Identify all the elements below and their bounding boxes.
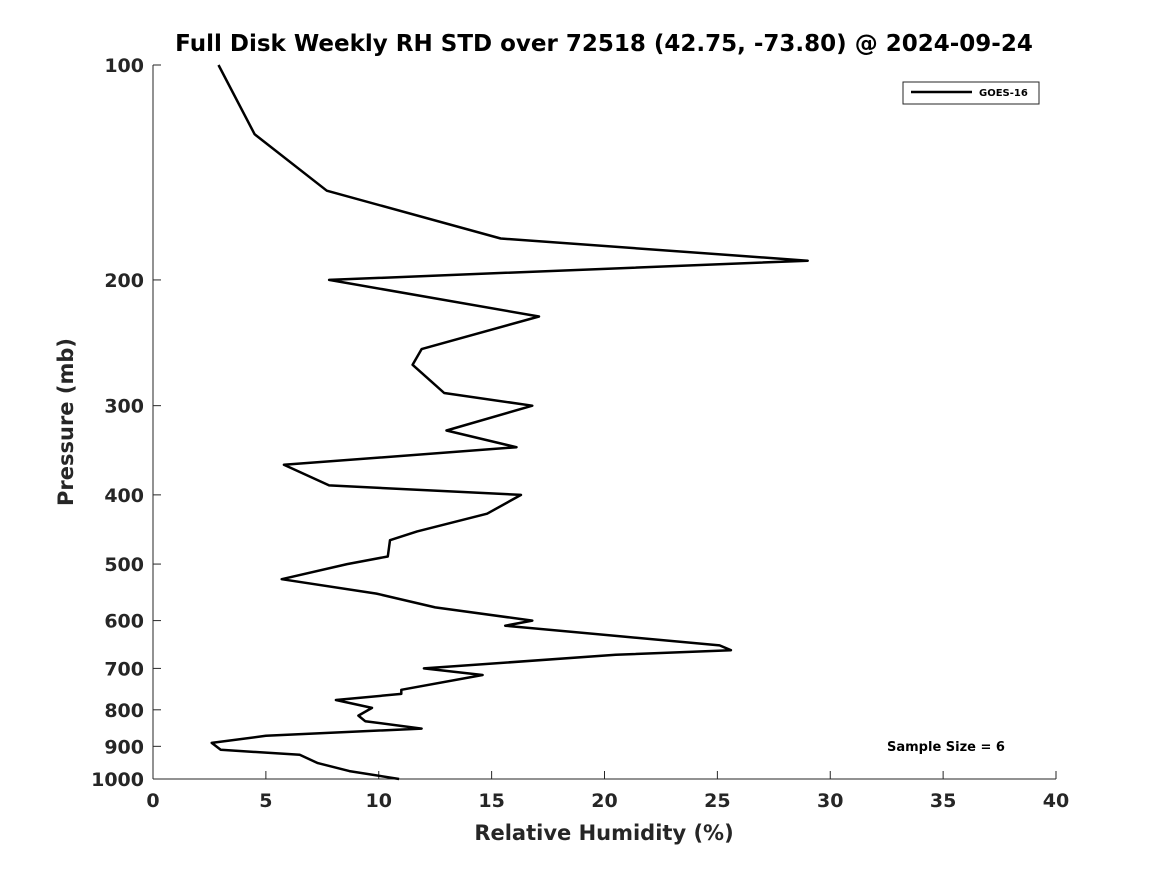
y-tick-label: 300 (104, 396, 144, 418)
legend: GOES-16 (902, 81, 1040, 105)
x-tick-label: 0 (146, 790, 159, 812)
y-tick-label: 600 (104, 611, 144, 633)
x-axis-ticks: 0 5 10 15 20 25 30 35 40 (146, 771, 1069, 812)
legend-label-goes-16: GOES-16 (979, 88, 1028, 99)
y-tick-label: 400 (104, 485, 144, 507)
y-tick-label: 700 (104, 658, 144, 680)
x-tick-label: 15 (478, 790, 504, 812)
y-axis-ticks: 100 200 300 400 500 600 700 800 900 1000 (91, 55, 161, 791)
x-tick-label: 20 (591, 790, 617, 812)
y-tick-label: 900 (104, 736, 144, 758)
x-axis-label: Relative Humidity (%) (474, 821, 733, 845)
y-axis-label: Pressure (mb) (54, 338, 78, 506)
x-tick-label: 40 (1043, 790, 1069, 812)
y-tick-label: 100 (104, 55, 144, 77)
series-line-goes-16 (210, 64, 809, 781)
series-layer (210, 64, 809, 781)
x-tick-label: 5 (259, 790, 272, 812)
y-tick-label: 800 (104, 700, 144, 722)
y-tick-label: 1000 (91, 769, 144, 791)
x-tick-label: 35 (930, 790, 956, 812)
sample-size-annotation: Sample Size = 6 (887, 740, 1005, 755)
y-tick-label: 200 (104, 270, 144, 292)
x-tick-label: 10 (366, 790, 392, 812)
chart-title: Full Disk Weekly RH STD over 72518 (42.7… (175, 31, 1033, 57)
x-tick-label: 25 (704, 790, 730, 812)
y-tick-label: 500 (104, 554, 144, 576)
x-tick-label: 30 (817, 790, 843, 812)
